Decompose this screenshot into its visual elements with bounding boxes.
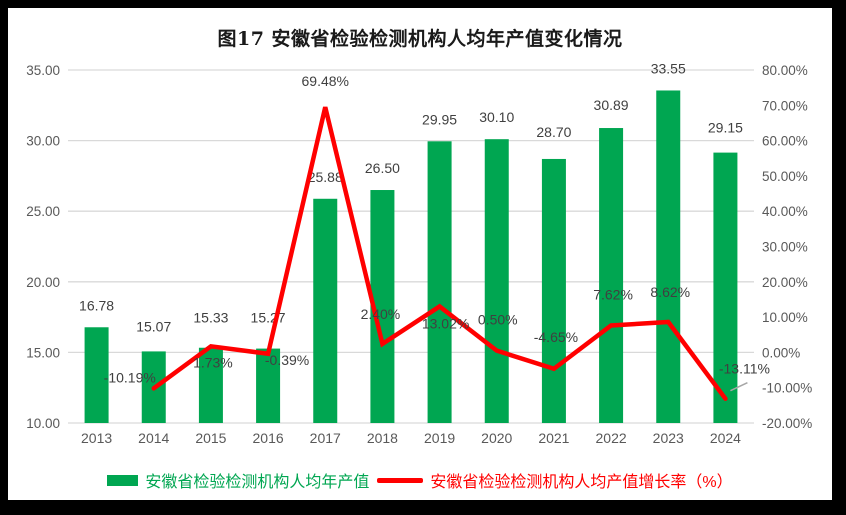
bar	[313, 198, 338, 423]
chart-legend: 安徽省检验检测机构人均年产值 安徽省检验检测机构人均产值增长率（%）	[8, 468, 832, 492]
y-axis-tick-right: 50.00%	[762, 169, 808, 184]
bar-value-label: 15.27	[251, 310, 286, 326]
x-axis-label: 2023	[653, 430, 684, 446]
line-value-label: -4.65%	[534, 329, 578, 345]
x-axis-label: 2018	[367, 430, 398, 446]
chart-plot-area: 10.00 15.00 20.00 25.00 30.00 35.00 -20.00% -10…	[26, 60, 812, 446]
growth-line	[151, 106, 728, 401]
bar	[84, 327, 109, 423]
bar-value-label: 25.88	[308, 169, 343, 185]
y-axis-tick-left: 15.00	[26, 345, 60, 360]
bar-value-label: 15.07	[136, 318, 171, 334]
y-axis-tick-left: 35.00	[26, 63, 60, 78]
bar-value-label: 33.55	[651, 60, 686, 76]
line-series-swatch-icon	[377, 477, 424, 483]
y-axis-tick-right: -10.00%	[762, 381, 812, 396]
bar-value-label: 16.78	[79, 297, 114, 313]
line-value-label: -10.19%	[104, 369, 156, 385]
legend-item-bar-series: 安徽省检验检测机构人均年产值	[107, 468, 369, 492]
y-axis-tick-right: -20.00%	[762, 416, 812, 431]
bar	[713, 152, 738, 424]
bar-value-label: 15.33	[193, 310, 228, 326]
x-axis-label: 2020	[481, 430, 512, 446]
line-value-label: -13.11%	[719, 361, 770, 377]
bar	[427, 141, 452, 423]
legend-item-line-series: 安徽省检验检测机构人均产值增长率（%）	[377, 468, 733, 492]
y-axis-tick-right: 10.00%	[762, 310, 808, 325]
line-value-label: -0.39%	[265, 352, 309, 368]
x-axis-label: 2022	[596, 430, 627, 446]
x-axis-label: 2024	[710, 430, 741, 446]
y-axis-tick-right: 80.00%	[762, 63, 808, 78]
y-axis-tick-left: 20.00	[26, 275, 60, 290]
y-axis-tick-left: 30.00	[26, 134, 60, 149]
line-value-label: 8.62%	[650, 284, 690, 300]
y-axis-tick-left: 25.00	[26, 204, 60, 219]
bar	[484, 139, 509, 424]
x-axis-label: 2019	[424, 430, 455, 446]
line-value-label: 1.73%	[193, 354, 233, 370]
bar-series-swatch-icon	[107, 474, 139, 486]
chart-panel: 图17 安徽省检验检测机构人均年产值变化情况 10.00 15.00 20.00 25…	[8, 8, 832, 500]
x-axis-label: 2017	[310, 430, 341, 446]
x-axis-label: 2014	[138, 430, 169, 446]
x-axis-label: 2013	[81, 430, 112, 446]
line-value-label: 13.02%	[422, 315, 469, 331]
bar	[599, 128, 624, 423]
label-leader-line	[730, 381, 748, 392]
bar-value-label: 29.95	[422, 111, 457, 127]
y-axis-tick-right: 30.00%	[762, 240, 808, 255]
line-series-legend-label: 安徽省检验检测机构人均产值增长率（%）	[430, 474, 733, 491]
x-axis-label: 2015	[195, 430, 226, 446]
bar-value-label: 30.89	[594, 97, 629, 113]
chart-title: 图17 安徽省检验检测机构人均年产值变化情况	[217, 28, 623, 50]
bar-value-label: 26.50	[365, 160, 400, 176]
bar	[198, 347, 223, 423]
line-value-label: 69.48%	[302, 73, 349, 89]
x-axis-label: 2016	[253, 430, 284, 446]
line-value-label: 2.40%	[361, 306, 401, 322]
x-axis-label: 2021	[538, 430, 569, 446]
y-axis-tick-right: 70.00%	[762, 98, 808, 113]
y-axis-tick-right: 40.00%	[762, 204, 808, 219]
bar-value-label: 28.70	[536, 124, 571, 140]
bar-value-label: 29.15	[708, 120, 743, 136]
bar-series-legend-label: 安徽省检验检测机构人均年产值	[145, 474, 370, 491]
bar-value-label: 30.10	[479, 109, 514, 125]
line-value-label: 7.62%	[593, 287, 633, 303]
bar	[256, 348, 281, 423]
y-axis-tick-left: 10.00	[26, 416, 60, 431]
bar	[656, 90, 681, 423]
y-axis-tick-right: 20.00%	[762, 275, 808, 290]
y-axis-tick-right: 60.00%	[762, 134, 808, 149]
y-axis-tick-right: 0.00%	[762, 345, 800, 360]
line-value-label: 0.50%	[478, 312, 518, 328]
bar	[541, 158, 566, 423]
